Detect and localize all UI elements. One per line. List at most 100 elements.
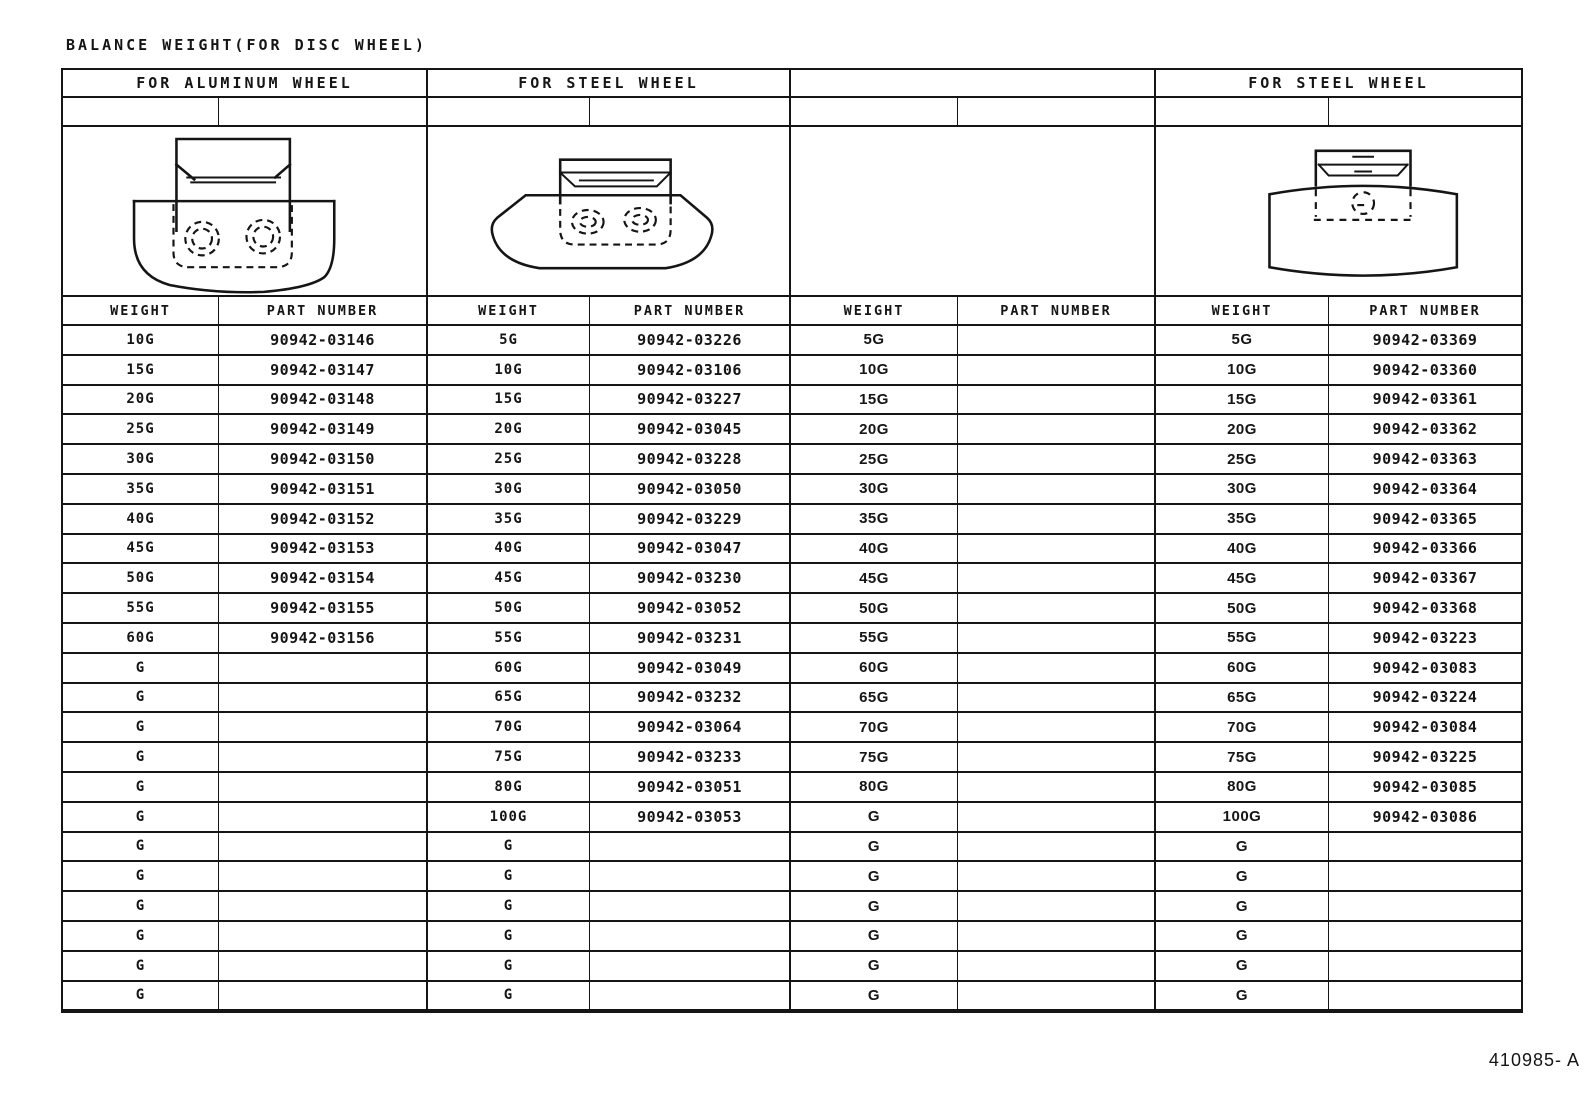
weight-cell: 45G (1156, 564, 1329, 595)
part-number-cell: 90942-03227 (590, 385, 791, 416)
weight-cell: 45G (791, 564, 958, 595)
part-number-cell: 90942-03226 (590, 326, 791, 356)
weight-cell: 65G (791, 683, 958, 714)
part-number-cell (219, 951, 428, 982)
part-number-cell: 90942-03360 (1329, 356, 1521, 386)
part-number-cell (958, 504, 1156, 535)
weight-cell: 70G (791, 713, 958, 744)
part-number-cell (590, 951, 791, 982)
weight-cell: 45G (63, 534, 219, 565)
weight-cell: 35G (428, 504, 590, 535)
weight-cell: 40G (1156, 534, 1329, 565)
weight-cell: G (63, 802, 219, 833)
weight-cell: 50G (1156, 594, 1329, 624)
part-number-cell: 90942-03231 (590, 623, 791, 654)
part-number-cell: 90942-03153 (219, 534, 428, 565)
part-number-cell: 90942-03146 (219, 326, 428, 356)
part-number-cell (1329, 892, 1521, 922)
weight-cell: 20G (1156, 415, 1329, 446)
part-number-cell (958, 326, 1156, 356)
part-number-cell: 90942-03149 (219, 415, 428, 446)
part-number-cell (958, 713, 1156, 744)
weight-cell: 80G (428, 772, 590, 803)
weight-cell: G (63, 683, 219, 714)
weight-cell: 75G (428, 743, 590, 773)
part-number-cell: 90942-03049 (590, 653, 791, 684)
weight-cell: 10G (428, 355, 590, 386)
weight-cell: G (63, 772, 219, 803)
weight-cell: G (791, 892, 958, 922)
weight-cell: 60G (791, 653, 958, 684)
group-header-steel-wheel-1: FOR STEEL WHEEL (428, 70, 791, 98)
weight-cell: 55G (428, 623, 590, 654)
balance-weight-table: FOR ALUMINUM WHEEL FOR STEEL WHEEL FOR S… (61, 68, 1523, 1014)
part-number-cell (590, 862, 791, 893)
weight-cell: 35G (1156, 504, 1329, 535)
part-number-cell (1329, 833, 1521, 863)
weight-cell: G (63, 981, 219, 1012)
weight-cell: 25G (1156, 445, 1329, 475)
part-number-cell: 90942-03148 (219, 385, 428, 416)
weight-cell: 5G (1156, 326, 1329, 356)
part-number-cell (958, 683, 1156, 714)
part-number-cell (958, 832, 1156, 863)
part-number-cell: 90942-03154 (219, 564, 428, 595)
weight-cell: 15G (1156, 385, 1329, 416)
part-number-cell: 90942-03147 (219, 355, 428, 386)
weight-cell: 80G (1156, 772, 1329, 803)
weight-cell: 15G (791, 385, 958, 416)
part-number-cell: 90942-03367 (1329, 564, 1521, 595)
part-number-cell (219, 892, 428, 922)
subheader-cell (958, 98, 1156, 127)
column-header-weight: WEIGHT (1156, 297, 1329, 326)
weight-cell: 20G (791, 415, 958, 446)
part-number-cell (1329, 952, 1521, 982)
part-number-cell: 90942-03053 (590, 802, 791, 833)
part-number-cell: 90942-03366 (1329, 535, 1521, 565)
weight-cell: G (63, 921, 219, 952)
subheader-cell (1329, 98, 1521, 127)
part-number-cell (958, 772, 1156, 803)
part-number-cell (219, 862, 428, 893)
part-number-cell (219, 772, 428, 803)
weight-cell: G (63, 653, 219, 684)
weight-cell: 50G (63, 564, 219, 595)
weight-cell: 10G (1156, 355, 1329, 386)
weight-cell: G (791, 951, 958, 982)
part-number-cell: 90942-03052 (590, 594, 791, 624)
subheader-cell (590, 98, 791, 127)
weight-cell: G (428, 921, 590, 952)
part-number-cell: 90942-03369 (1329, 326, 1521, 356)
part-number-cell (958, 534, 1156, 565)
part-number-cell: 90942-03223 (1329, 624, 1521, 654)
subheader-cell (791, 98, 958, 127)
part-number-cell (958, 623, 1156, 654)
part-number-cell (958, 921, 1156, 952)
weight-cell: G (1156, 921, 1329, 952)
weight-cell: G (1156, 981, 1329, 1012)
weight-cell: 70G (1156, 713, 1329, 744)
weight-cell: 60G (63, 623, 219, 654)
part-number-cell: 90942-03363 (1329, 445, 1521, 475)
weight-cell: 15G (428, 385, 590, 416)
part-number-cell (958, 564, 1156, 595)
column-header-weight: WEIGHT (428, 297, 590, 326)
part-number-cell: 90942-03156 (219, 623, 428, 654)
part-number-cell (219, 653, 428, 684)
weight-cell: 60G (1156, 653, 1329, 684)
part-number-cell (958, 594, 1156, 624)
part-number-cell (219, 683, 428, 714)
part-number-cell (590, 921, 791, 952)
column-header-weight: WEIGHT (791, 297, 958, 326)
part-number-cell (590, 892, 791, 922)
weight-cell: G (791, 802, 958, 833)
part-number-cell (219, 921, 428, 952)
part-number-cell (1329, 922, 1521, 952)
part-number-cell: 90942-03364 (1329, 475, 1521, 505)
weight-cell: G (428, 862, 590, 893)
group-header-aluminum-wheel: FOR ALUMINUM WHEEL (63, 70, 428, 98)
part-number-cell: 90942-03152 (219, 504, 428, 535)
weight-cell: 25G (428, 445, 590, 475)
weight-cell: 50G (428, 594, 590, 624)
